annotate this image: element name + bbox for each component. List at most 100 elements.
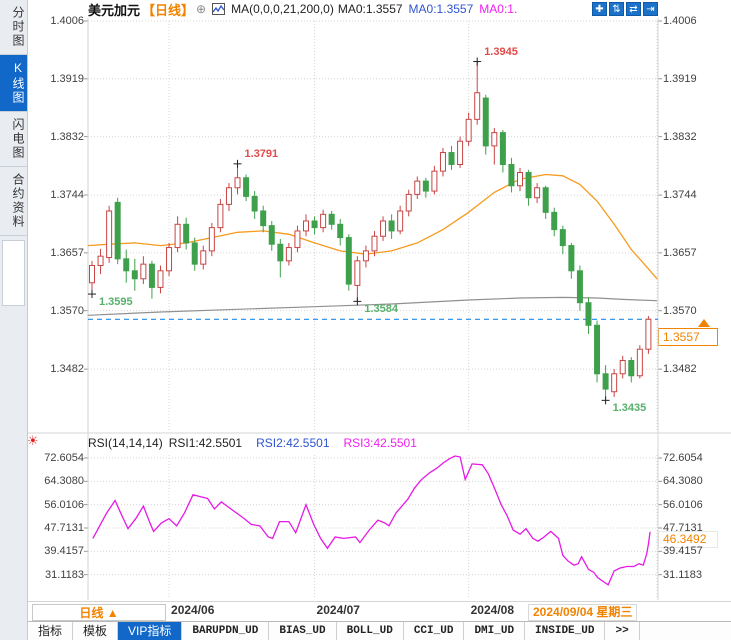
bottom-tab-cciud[interactable]: CCI_UD bbox=[404, 622, 465, 640]
candle[interactable] bbox=[482, 97, 489, 147]
candle[interactable] bbox=[106, 210, 113, 259]
candle[interactable] bbox=[217, 203, 224, 229]
candle[interactable] bbox=[645, 318, 652, 350]
candle[interactable] bbox=[628, 359, 635, 377]
candle[interactable] bbox=[465, 118, 472, 142]
candle[interactable] bbox=[311, 220, 318, 229]
candle[interactable] bbox=[568, 245, 575, 272]
candle[interactable] bbox=[534, 187, 541, 199]
candle[interactable] bbox=[320, 213, 327, 229]
candle[interactable] bbox=[277, 243, 284, 262]
candle[interactable] bbox=[114, 201, 121, 260]
bottom-tab-insideud[interactable]: INSIDE_UD bbox=[525, 622, 606, 640]
bottom-tab-tab0[interactable]: 指标 bbox=[28, 622, 74, 640]
candle[interactable] bbox=[166, 247, 173, 272]
candle[interactable] bbox=[148, 263, 155, 288]
candle[interactable] bbox=[260, 210, 267, 227]
candle[interactable] bbox=[345, 237, 352, 285]
candle[interactable] bbox=[97, 255, 104, 266]
candle[interactable] bbox=[559, 229, 566, 247]
candle[interactable] bbox=[491, 132, 498, 147]
candle[interactable] bbox=[354, 260, 361, 286]
symbol-title: 美元加元 bbox=[88, 2, 141, 18]
indicator-settings-icon[interactable]: ☀ bbox=[27, 433, 39, 448]
candle[interactable] bbox=[388, 220, 395, 232]
candle[interactable] bbox=[234, 177, 241, 189]
candle[interactable] bbox=[123, 258, 130, 272]
sidebar-tab-time-chart[interactable]: 分时图 bbox=[0, 0, 27, 55]
bottom-tab-biasud[interactable]: BIAS_UD bbox=[269, 622, 337, 640]
candle[interactable] bbox=[380, 220, 387, 237]
candle[interactable] bbox=[542, 187, 549, 213]
sidebar: 分时图 K线图 闪电图 合约资料 bbox=[0, 0, 28, 640]
candle[interactable] bbox=[243, 177, 250, 197]
pan-icon[interactable]: ✚ bbox=[592, 2, 607, 16]
bottom-tab-dmiud[interactable]: DMI_UD bbox=[464, 622, 526, 640]
candle[interactable] bbox=[576, 270, 583, 304]
candle[interactable] bbox=[397, 210, 404, 232]
price-up-arrow-icon bbox=[698, 319, 710, 327]
rsi-params: RSI(14,14,14) bbox=[88, 436, 163, 450]
candle[interactable] bbox=[439, 152, 446, 172]
candle[interactable] bbox=[303, 220, 309, 232]
candle[interactable] bbox=[499, 132, 506, 166]
candle[interactable] bbox=[208, 227, 215, 252]
candle[interactable] bbox=[551, 211, 558, 231]
candle[interactable] bbox=[371, 235, 378, 252]
last-price-tag: 1.3557 bbox=[658, 328, 718, 346]
candle[interactable] bbox=[362, 250, 369, 262]
candle[interactable] bbox=[285, 247, 292, 262]
candle[interactable] bbox=[157, 270, 164, 288]
candle[interactable] bbox=[225, 187, 232, 205]
candle[interactable] bbox=[191, 242, 198, 265]
sidebar-tab-flash-chart[interactable]: 闪电图 bbox=[0, 112, 27, 167]
bottom-tab-barupdnud[interactable]: BARUPDN_UD bbox=[182, 622, 270, 640]
candle[interactable] bbox=[337, 223, 344, 239]
auto-scale-icon[interactable]: ⇄ bbox=[626, 2, 641, 16]
candle[interactable] bbox=[251, 195, 258, 212]
bottom-tab-bollud[interactable]: BOLL_UD bbox=[337, 622, 404, 640]
candle[interactable] bbox=[414, 180, 421, 195]
candle[interactable] bbox=[294, 230, 301, 249]
candle[interactable] bbox=[474, 92, 481, 120]
sidebar-tab-contract-info[interactable]: 合约资料 bbox=[0, 167, 27, 236]
rsi1-value: RSI1:42.5501 bbox=[168, 436, 243, 450]
candle[interactable] bbox=[619, 359, 626, 375]
candle[interactable] bbox=[89, 264, 95, 284]
x-axis-row: 日线 ▲ 2024/09/04 星期三 bbox=[28, 601, 731, 621]
candle[interactable] bbox=[131, 270, 138, 280]
candle[interactable] bbox=[457, 140, 464, 166]
rsi-header: RSI(14,14,14) RSI1:42.5501 RSI2:42.5501 … bbox=[88, 436, 417, 450]
candle[interactable] bbox=[508, 164, 515, 187]
candle[interactable] bbox=[268, 225, 275, 245]
bottom-tab-tab1[interactable]: 模板 bbox=[73, 622, 119, 640]
candle[interactable] bbox=[174, 223, 181, 249]
candle[interactable] bbox=[448, 152, 455, 166]
candle[interactable] bbox=[183, 223, 190, 244]
candle[interactable] bbox=[517, 171, 523, 187]
candle[interactable] bbox=[431, 170, 438, 192]
candle[interactable] bbox=[140, 263, 147, 280]
candle[interactable] bbox=[594, 324, 601, 375]
candle[interactable] bbox=[328, 213, 335, 225]
page-forward-icon[interactable]: ⇥ bbox=[643, 2, 658, 16]
bottom-tab-tab9[interactable]: >> bbox=[605, 622, 640, 640]
candle[interactable] bbox=[525, 171, 532, 199]
add-indicator-icon[interactable]: ⊕ bbox=[196, 2, 207, 16]
candle[interactable] bbox=[585, 302, 592, 326]
chart-type-icon[interactable] bbox=[212, 3, 226, 15]
rsi3-value: RSI3:42.5501 bbox=[343, 436, 417, 450]
chart-header: 美元加元 【日线】 ⊕ MA(0,0,0,21,200,0) MA0:1.3557 … bbox=[88, 1, 517, 18]
bottom-tab-vip[interactable]: VIP指标 bbox=[118, 622, 183, 640]
candle[interactable] bbox=[405, 193, 412, 212]
candle[interactable] bbox=[636, 348, 643, 377]
candle[interactable] bbox=[611, 373, 618, 393]
candle[interactable] bbox=[200, 250, 207, 265]
candle[interactable] bbox=[422, 180, 429, 192]
fit-vertical-icon[interactable]: ⇅ bbox=[609, 2, 624, 16]
sidebar-tab-candlestick-chart[interactable]: K线图 bbox=[0, 55, 27, 112]
candle[interactable] bbox=[602, 373, 609, 390]
period-selector-button[interactable]: 日线 ▲ bbox=[32, 604, 166, 621]
